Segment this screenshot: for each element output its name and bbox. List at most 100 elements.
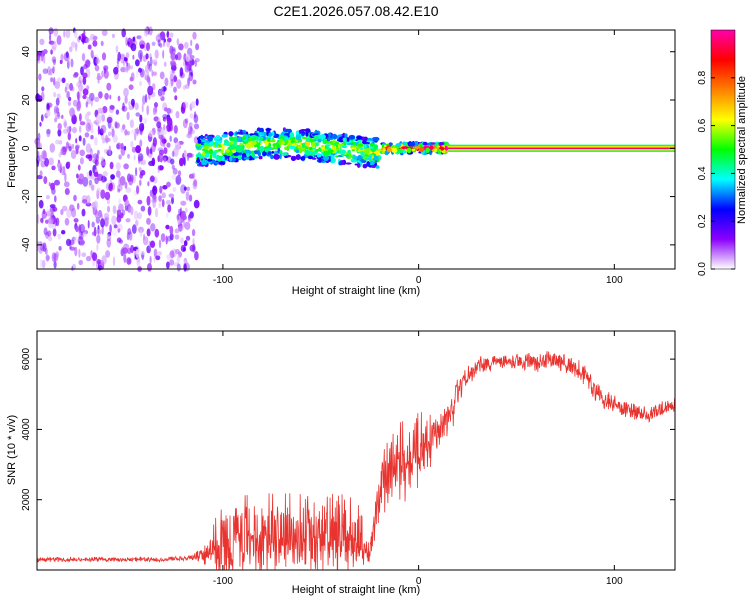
spectrogram-cell: [42, 68, 49, 74]
spectrogram-cell: [172, 168, 178, 175]
spectrogram-cell: [68, 146, 72, 152]
spectrogram-cell: [106, 233, 111, 240]
spectrogram-cell: [270, 154, 274, 160]
spectrogram-cell: [71, 207, 77, 218]
spectrogram-cell: [75, 138, 78, 144]
spectrogram-cell: [340, 160, 344, 165]
spectrogram-cell: [169, 135, 172, 142]
spectrogram-cell: [381, 144, 385, 148]
spectrogram-cell: [130, 98, 135, 107]
spectrogram-cell: [185, 235, 191, 241]
spectrogram-cell: [317, 138, 322, 143]
spectrogram-cell: [135, 59, 140, 67]
spectrogram-cell: [64, 217, 70, 226]
colorbar-tick-label: 0.0: [697, 262, 708, 276]
spectrogram-cell: [295, 134, 302, 141]
spectrogram-cell: [76, 202, 80, 210]
spectrogram-cell: [147, 206, 152, 216]
spectrogram-cell: [201, 151, 206, 157]
spectrogram-cell: [141, 159, 146, 166]
spectrogram-cell: [156, 121, 162, 129]
spectrogram-band-core: [447, 147, 675, 150]
spectrogram-cell: [166, 142, 171, 148]
spectrogram-cell: [399, 149, 403, 154]
spectrogram-cell: [154, 49, 159, 59]
spectrogram-cell: [53, 261, 57, 269]
spectrogram-cell: [138, 123, 145, 132]
spectrogram-cell: [66, 60, 70, 69]
spectrogram-cell: [186, 186, 191, 192]
spectrogram-cell: [102, 171, 108, 177]
spectrogram-cell: [123, 87, 129, 97]
spectrogram-cell: [197, 139, 202, 144]
spectrogram-cell: [51, 56, 57, 63]
spectrogram-cell: [51, 223, 57, 230]
spectrogram-cell: [122, 247, 128, 254]
spectrogram-cell: [228, 136, 234, 141]
spectrogram-cell: [107, 231, 112, 237]
spectrogram-cell: [342, 137, 347, 142]
spectrogram-cell: [123, 57, 128, 62]
spectrogram-cell: [82, 37, 85, 45]
spectrogram-cell: [82, 72, 88, 79]
spectrogram-cell: [41, 259, 46, 269]
spectrogram-cell: [175, 111, 180, 119]
spectrogram-cell: [192, 79, 197, 85]
spectrogram-cell: [152, 107, 156, 116]
snr-frame: [36, 330, 676, 571]
spectrogram-cell: [338, 143, 344, 146]
spectrogram-cell: [265, 128, 272, 131]
spectrogram-cell: [137, 212, 142, 220]
spectrogram-cell: [39, 170, 43, 177]
spectrogram-cell: [180, 200, 187, 206]
spectrogram-cell: [257, 150, 260, 156]
spectrogram-cell: [97, 107, 104, 114]
spectrogram-region-noise: [34, 26, 200, 272]
spectrogram-cell: [268, 142, 272, 148]
spectrogram-cell: [71, 114, 77, 125]
spectrogram-cell: [372, 136, 380, 142]
spectrogram-cell: [284, 128, 291, 133]
spectrogram-cell: [92, 35, 98, 41]
spectrogram-cell: [111, 215, 117, 226]
spectrogram-cell: [152, 71, 157, 76]
spectrogram-cell: [43, 176, 48, 185]
spectrogram-cell: [376, 150, 380, 156]
spectrogram-cell: [414, 145, 421, 149]
spectrogram-cell: [147, 85, 154, 96]
spectrogram-cell: [118, 154, 122, 160]
spectrogram-cell: [128, 231, 133, 241]
spectrogram-cell: [161, 86, 168, 92]
spectrogram-cell: [195, 98, 199, 106]
spectrogram-cell: [182, 247, 186, 252]
spectrogram-cell: [163, 38, 166, 43]
spectrogram-cell: [217, 144, 222, 147]
spectrogram-ytick-label: 0: [21, 145, 32, 151]
spectrogram-cell: [130, 244, 135, 254]
spectrogram-cell: [38, 73, 42, 81]
spectrogram-cell: [164, 115, 168, 123]
spectrogram-cell: [425, 147, 430, 153]
spectrogram-cell: [246, 153, 250, 158]
spectrogram-cell: [41, 150, 48, 160]
spectrogram-cell: [279, 153, 282, 160]
spectrogram-cell: [192, 31, 197, 40]
spectrogram-cell: [158, 134, 164, 140]
spectrogram-cell: [48, 27, 54, 35]
spectrogram-cell: [335, 141, 340, 145]
spectrogram-cell: [188, 68, 193, 75]
spectrogram-cell: [57, 123, 62, 131]
spectrogram-cell: [79, 239, 85, 246]
spectrogram-cell: [158, 165, 164, 171]
spectrogram-cell: [171, 164, 175, 170]
spectrogram-cell: [299, 141, 303, 148]
spectrogram-cell: [193, 179, 198, 187]
spectrogram-cell: [346, 137, 350, 143]
spectrogram-cell: [215, 134, 221, 140]
spectrogram-cell: [38, 199, 44, 209]
spectrogram-cell: [117, 188, 121, 193]
spectrogram-cell: [215, 161, 219, 165]
spectrogram-cell: [166, 181, 171, 188]
spectrogram-cell: [245, 134, 249, 140]
spectrogram-cell: [142, 236, 149, 246]
